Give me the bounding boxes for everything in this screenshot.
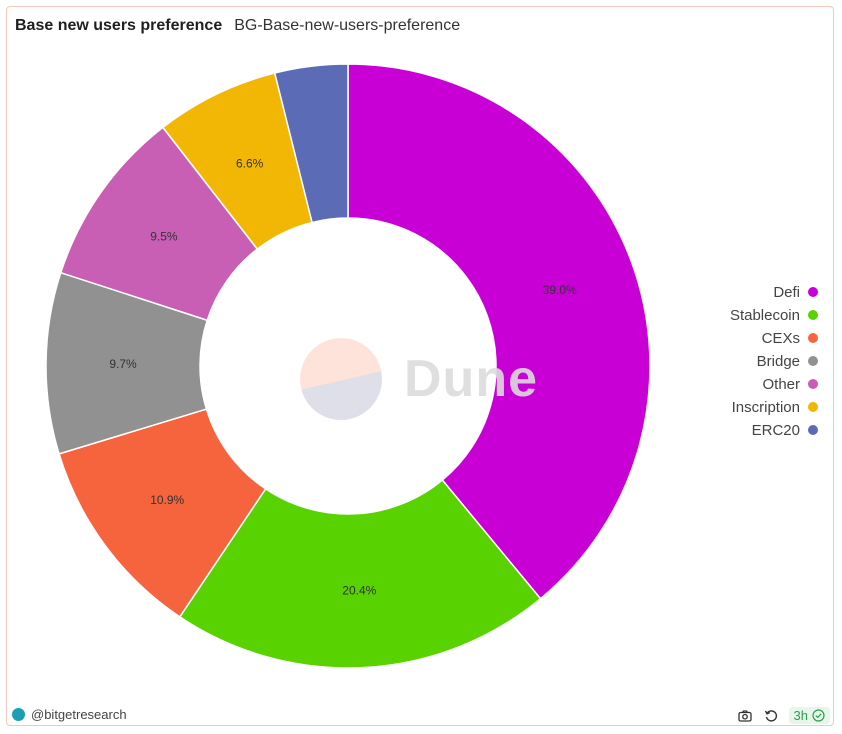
refresh-badge[interactable]: 3h xyxy=(788,707,830,724)
legend-label: CEXs xyxy=(761,329,800,347)
refresh-icon[interactable] xyxy=(763,708,779,724)
legend-item[interactable]: CEXs xyxy=(730,328,818,348)
legend-dot xyxy=(808,287,818,297)
pie-slice-erc20[interactable] xyxy=(273,63,349,224)
legend-item[interactable]: ERC20 xyxy=(730,420,818,440)
legend-dot xyxy=(808,356,818,366)
author-handle[interactable]: @bitgetresearch xyxy=(31,707,127,722)
legend-item[interactable]: Stablecoin xyxy=(730,305,818,325)
legend-dot xyxy=(808,402,818,412)
footer-author: @bitgetresearch xyxy=(12,707,127,722)
check-circle-icon xyxy=(812,709,825,722)
legend-label: Inscription xyxy=(731,398,800,416)
slice-label-cexs: 10.9% xyxy=(150,493,184,507)
dune-watermark: Dune xyxy=(300,338,538,420)
legend-item[interactable]: Bridge xyxy=(730,351,818,371)
chart-legend: Defi Stablecoin CEXs Bridge Other Inscri… xyxy=(730,282,818,440)
legend-dot xyxy=(808,333,818,343)
legend-dot xyxy=(808,310,818,320)
legend-item[interactable]: Inscription xyxy=(730,397,818,417)
chart-title: Base new users preference xyxy=(15,17,223,34)
legend-label: Bridge xyxy=(756,352,800,370)
legend-label: Defi xyxy=(773,283,800,301)
legend-label: ERC20 xyxy=(751,421,800,439)
camera-icon[interactable] xyxy=(737,708,753,724)
slice-label-inscription: 6.6% xyxy=(236,157,264,171)
slice-label-bridge: 9.7% xyxy=(109,357,137,371)
chart-subtitle: BG-Base-new-users-preference xyxy=(234,17,461,34)
legend-label: Other xyxy=(762,375,800,393)
legend-dot xyxy=(808,379,818,389)
avatar-icon xyxy=(12,708,25,721)
chart-header: Base new users preference BG-Base-new-us… xyxy=(15,17,460,35)
watermark-text: Dune xyxy=(404,350,538,408)
footer-actions: 3h xyxy=(737,707,830,724)
pie-slice-stablecoin[interactable] xyxy=(178,478,542,669)
dune-logo-icon xyxy=(300,338,382,420)
legend-label: Stablecoin xyxy=(729,306,800,324)
slice-label-other: 9.5% xyxy=(150,230,178,244)
pie-slice-defi[interactable] xyxy=(347,63,651,600)
slice-label-defi: 39.0% xyxy=(543,283,577,297)
legend-dot xyxy=(808,425,818,435)
legend-item[interactable]: Defi xyxy=(730,282,818,302)
refresh-badge-text: 3h xyxy=(793,708,808,723)
slice-label-stablecoin: 20.4% xyxy=(342,584,376,598)
legend-item[interactable]: Other xyxy=(730,374,818,394)
pie-slice-cexs[interactable] xyxy=(58,408,267,618)
